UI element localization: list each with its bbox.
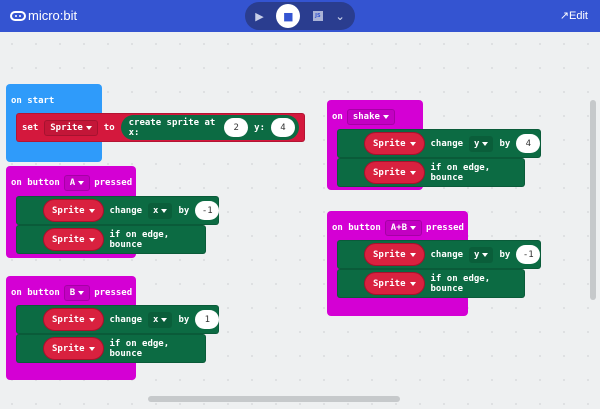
javascript-icon[interactable]: JS <box>312 11 323 21</box>
blocks-icon[interactable]: ■ <box>276 4 301 28</box>
sprite-variable[interactable]: Sprite <box>43 199 104 222</box>
bounce-block[interactable]: Sprite if on edge, bounce <box>16 334 206 363</box>
button-dropdown[interactable]: A <box>63 175 91 191</box>
bounce-block[interactable]: Sprite if on edge, bounce <box>16 225 206 254</box>
button-dropdown[interactable]: A+B <box>384 220 423 236</box>
sprite-variable[interactable]: Sprite <box>43 337 104 360</box>
axis-dropdown[interactable]: x <box>148 202 173 219</box>
microbit-icon <box>10 10 26 21</box>
axis-dropdown[interactable]: y <box>469 246 494 263</box>
change-block[interactable]: Sprite change x by -1 <box>16 196 220 225</box>
external-link-icon: ↗ <box>559 10 570 22</box>
value-input[interactable]: 4 <box>516 134 541 153</box>
button-dropdown[interactable]: B <box>63 285 91 301</box>
sprite-variable[interactable]: Sprite <box>364 132 425 155</box>
axis-dropdown[interactable]: x <box>148 311 173 328</box>
gesture-dropdown[interactable]: shake <box>346 109 395 125</box>
header: micro:bit ▶ ■ JS ⌄ ↗Edit <box>0 0 600 32</box>
x-input[interactable]: 2 <box>224 118 249 137</box>
horizontal-scrollbar[interactable] <box>148 396 400 402</box>
value-input[interactable]: -1 <box>195 201 220 220</box>
bounce-block[interactable]: Sprite if on edge, bounce <box>337 158 525 187</box>
change-block[interactable]: Sprite change x by 1 <box>16 305 220 334</box>
sprite-variable[interactable]: Sprite <box>43 228 104 251</box>
create-sprite-block[interactable]: create sprite at x: 2 y: 4 <box>120 115 299 140</box>
sprite-variable[interactable]: Sprite <box>43 308 104 331</box>
change-block[interactable]: Sprite change y by 4 <box>337 129 541 158</box>
microbit-logo[interactable]: micro:bit <box>10 8 77 23</box>
bounce-block[interactable]: Sprite if on edge, bounce <box>337 269 525 298</box>
chevron-down-icon[interactable]: ⌄ <box>335 9 345 23</box>
change-block[interactable]: Sprite change y by -1 <box>337 240 541 269</box>
variable-dropdown[interactable]: Sprite <box>44 119 98 136</box>
axis-dropdown[interactable]: y <box>469 135 494 152</box>
sprite-variable[interactable]: Sprite <box>364 243 425 266</box>
value-input[interactable]: -1 <box>516 245 541 264</box>
vertical-scrollbar[interactable] <box>590 100 596 300</box>
y-input[interactable]: 4 <box>271 118 295 137</box>
edit-button[interactable]: ↗Edit <box>559 10 588 22</box>
sprite-variable[interactable]: Sprite <box>364 161 425 184</box>
play-icon[interactable]: ▶ <box>255 9 264 23</box>
value-input[interactable]: 1 <box>195 310 220 329</box>
sprite-variable[interactable]: Sprite <box>364 272 425 295</box>
editor-mode-switcher: ▶ ■ JS ⌄ <box>245 2 355 30</box>
set-sprite-block[interactable]: set Sprite to create sprite at x: 2 y: 4 <box>16 113 305 142</box>
